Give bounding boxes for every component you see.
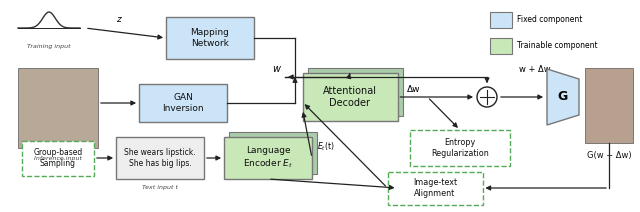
Bar [18,68,98,148]
Bar [139,84,227,122]
Text: w: w [272,64,280,74]
Bar [490,12,512,28]
Text: w + Δw: w + Δw [519,65,551,74]
Text: GAN
Inversion: GAN Inversion [162,93,204,113]
Bar [224,137,312,179]
Text: Inference input: Inference input [34,156,82,161]
Text: G: G [558,91,568,103]
Bar [585,68,633,143]
Bar [116,137,204,179]
Bar [490,38,512,54]
Text: Δw: Δw [407,85,420,94]
Text: Mapping
Network: Mapping Network [191,28,229,48]
Bar [166,17,254,59]
Text: Fixed component: Fixed component [517,15,582,25]
Bar [22,141,94,176]
Text: Image-text
Alignment: Image-text Alignment [413,178,457,198]
Circle shape [477,87,497,107]
Polygon shape [547,69,579,125]
Text: Attentional
Decoder: Attentional Decoder [323,86,377,108]
Text: $E_t$(t): $E_t$(t) [317,141,335,153]
Bar [410,130,510,166]
Text: G(w + Δw): G(w + Δw) [587,151,631,160]
Text: Text input t: Text input t [142,185,178,190]
Bar [229,132,317,174]
Bar [307,68,403,116]
Text: Group-based
Sampling: Group-based Sampling [33,148,83,168]
Text: Trainable component: Trainable component [517,42,598,50]
Text: Entropy
Regularization: Entropy Regularization [431,138,489,158]
Bar [303,73,397,121]
Text: She wears lipstick.
She has big lips.: She wears lipstick. She has big lips. [124,148,196,168]
Text: z: z [116,15,120,24]
Bar [387,172,483,205]
Text: Language
Encoder $E_t$: Language Encoder $E_t$ [243,146,293,170]
Text: Training input: Training input [27,44,71,49]
